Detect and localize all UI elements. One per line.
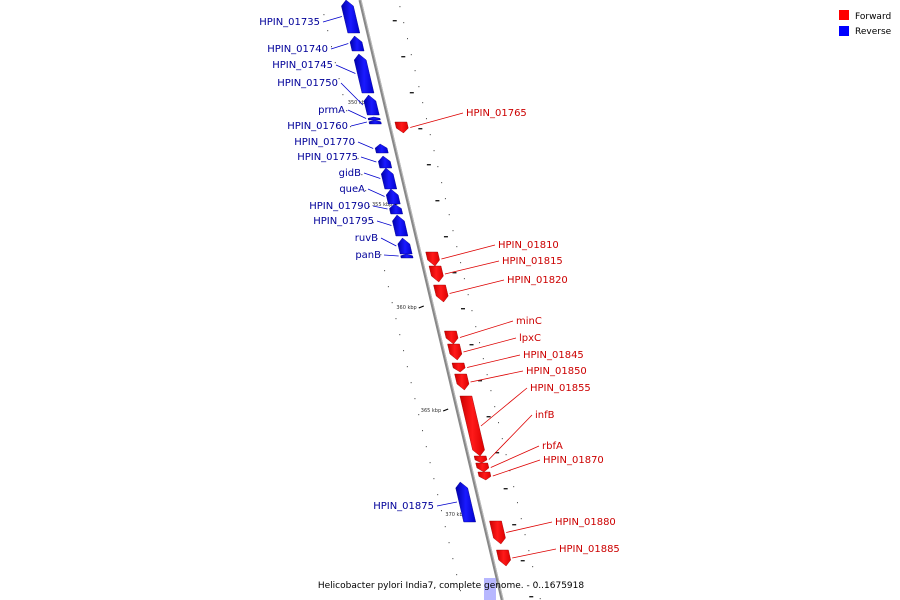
gene-arrow-hpin_01775[interactable] (378, 155, 393, 169)
gene-label-hpin_01790[interactable]: HPIN_01790 (309, 201, 370, 212)
gene-label-prma[interactable]: prmA (318, 105, 345, 116)
gene-label-hpin_01845[interactable]: HPIN_01845 (523, 350, 584, 361)
gene-label-hpin_01735[interactable]: HPIN_01735 (259, 17, 320, 28)
gene-arrow-hpin_01855[interactable] (459, 395, 485, 457)
kbp-tick-label: 355 kbp (372, 202, 392, 208)
gene-arrow-hpin_01765[interactable] (394, 121, 409, 134)
gene-label-hpin_01875[interactable]: HPIN_01875 (373, 501, 434, 512)
gene-arrow-infb[interactable] (473, 455, 488, 464)
gene-label-gidb[interactable]: gidB (339, 168, 361, 179)
gene-arrow-hpin_01845[interactable] (451, 362, 466, 373)
gene-arrow-hpin_01885[interactable] (496, 549, 511, 567)
gene-arrow-minc[interactable] (444, 330, 459, 345)
gene-arrow-hpin_01815[interactable] (428, 265, 444, 283)
gene-arrow-hpin_01750[interactable] (363, 94, 380, 116)
legend-reverse-label: Reverse (855, 27, 892, 37)
gene-label-hpin_01750[interactable]: HPIN_01750 (277, 78, 338, 89)
gene-arrow-hpin_01875[interactable] (455, 481, 476, 523)
gene-label-hpin_01740[interactable]: HPIN_01740 (267, 44, 328, 55)
gene-label-hpin_01745[interactable]: HPIN_01745 (272, 60, 333, 71)
legend: Forward Reverse (839, 10, 892, 37)
gene-label-infb[interactable]: infB (535, 410, 555, 421)
gene-arrow-hpin_01880[interactable] (489, 520, 506, 545)
gene-label-hpin_01820[interactable]: HPIN_01820 (507, 275, 568, 286)
gene-arrow-hpin_01770[interactable] (374, 143, 389, 154)
gene-arrow-hpin_01735[interactable] (341, 0, 361, 34)
gene-arrow-hpin_01850[interactable] (454, 373, 470, 391)
gene-arrow-hpin_01795[interactable] (392, 214, 409, 237)
gene-label-hpin_01795[interactable]: HPIN_01795 (313, 216, 374, 227)
gene-label-hpin_01880[interactable]: HPIN_01880 (555, 517, 616, 528)
gene-arrow-hpin_01740[interactable] (349, 35, 365, 52)
gene-arrow-hpin_01790[interactable] (389, 203, 403, 215)
gene-label-hpin_01850[interactable]: HPIN_01850 (526, 366, 587, 377)
gene-arrow-hpin_01820[interactable] (433, 284, 449, 303)
kbp-ticks: 350 kbp 355 kbp 360 kbp 365 kbp 370 kbp (348, 100, 474, 518)
kbp-tick-label: 370 kbp (445, 512, 465, 518)
gene-label-hpin_01815[interactable]: HPIN_01815 (502, 256, 563, 267)
gene-label-hpin_01885[interactable]: HPIN_01885 (559, 544, 620, 555)
gene-label-quea[interactable]: queA (339, 184, 365, 195)
gene-arrow-partial (483, 578, 496, 600)
gene-label-hpin_01775[interactable]: HPIN_01775 (297, 152, 358, 163)
gene-label-hpin_01765[interactable]: HPIN_01765 (466, 108, 527, 119)
gene-label-panb[interactable]: panB (355, 250, 381, 261)
kbp-tick-label: 360 kbp (396, 305, 416, 311)
gene-arrow-panb[interactable] (400, 253, 414, 259)
gene-arrow-lpxc[interactable] (447, 343, 463, 361)
gene-arrows (341, 0, 511, 600)
gene-label-minc[interactable]: minC (516, 316, 542, 327)
genome-axis (358, 0, 504, 600)
gene-labels: HPIN_01735 HPIN_01740 HPIN_01745 HPIN_01750… (259, 16, 620, 559)
gene-arrow-rbfa[interactable] (475, 462, 490, 473)
genome-caption: Helicobacter pylori India7, complete gen… (318, 581, 585, 591)
gene-label-hpin_01810[interactable]: HPIN_01810 (498, 240, 559, 251)
gene-arrow-hpin_01810[interactable] (425, 251, 440, 267)
kbp-tick-label: 365 kbp (421, 408, 441, 414)
gene-arrow-hpin_01870[interactable] (477, 471, 492, 481)
gene-label-hpin_01760[interactable]: HPIN_01760 (287, 121, 348, 132)
gene-arrow-hpin_01760[interactable] (368, 119, 382, 125)
legend-reverse-swatch (839, 26, 849, 36)
legend-forward-swatch (839, 10, 849, 20)
gene-label-ruvb[interactable]: ruvB (355, 233, 378, 244)
kbp-tick-label: 350 kbp (348, 100, 368, 106)
gene-arrow-hpin_01745[interactable] (353, 53, 375, 94)
legend-forward-label: Forward (855, 12, 891, 22)
gene-label-lpxc[interactable]: lpxC (519, 333, 541, 344)
gene-arrow-prma[interactable] (367, 116, 381, 121)
gene-arrow-quea[interactable] (385, 188, 401, 205)
gene-label-hpin_01770[interactable]: HPIN_01770 (294, 137, 355, 148)
gene-label-hpin_01870[interactable]: HPIN_01870 (543, 455, 604, 466)
gene-arrow-ruvb[interactable] (397, 237, 413, 255)
background-dots (323, 6, 541, 600)
gene-label-rbfa[interactable]: rbfA (542, 441, 563, 452)
gene-label-hpin_01855[interactable]: HPIN_01855 (530, 383, 591, 394)
gene-arrow-gidb[interactable] (380, 167, 398, 190)
